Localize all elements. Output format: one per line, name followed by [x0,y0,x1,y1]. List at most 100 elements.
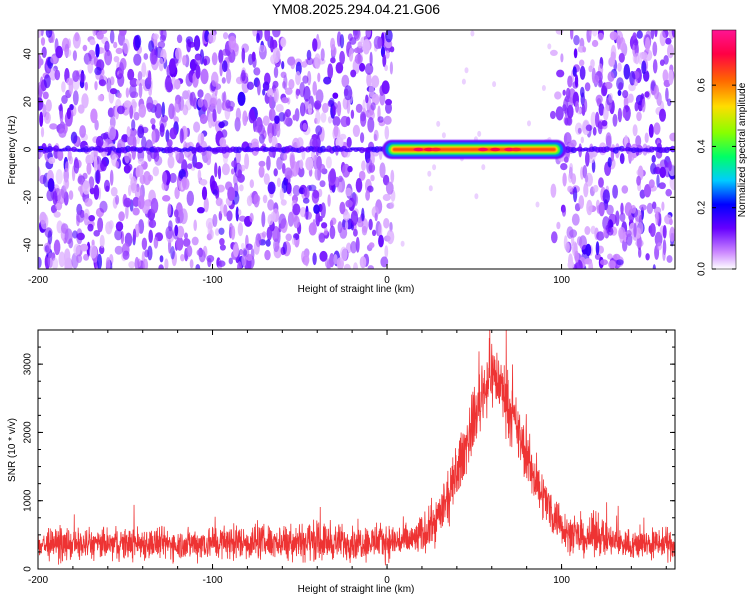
noise-speck [612,253,621,260]
noise-speck [616,35,621,50]
noise-speck [216,98,222,115]
noise-speck [432,164,437,171]
noise-speck [591,39,599,48]
noise-speck [561,206,567,217]
noise-speck [282,241,287,255]
noise-speck [152,166,159,177]
noise-speck [638,247,642,258]
noise-speck [436,120,441,127]
noise-speck [565,87,571,100]
noise-speck [97,253,102,269]
noise-speck [306,57,314,66]
noise-speck [389,221,393,232]
noise-speck [307,70,312,86]
snr-y-tick-label: 3000 [23,353,34,376]
noise-speck [151,130,156,145]
noise-speck [527,120,531,127]
noise-speck [665,188,672,197]
noise-speck [65,161,70,173]
noise-speck [556,69,565,78]
noise-speck [560,53,564,63]
noise-speck [477,130,482,137]
noise-speck [382,54,387,68]
spectrogram-x-tick-label: -100 [203,275,223,286]
noise-speck [374,212,378,222]
noise-speck [384,64,388,72]
noise-speck [134,34,142,49]
noise-speck [299,102,306,117]
noise-speck [312,38,318,52]
colorbar: 0.0 0.2 0.4 0.6 Normalized spectral amplitu… [697,29,748,276]
noise-speck [226,210,233,222]
noise-speck [588,260,594,269]
noise-speck [633,39,639,46]
noise-speck [628,93,634,103]
noise-speck [307,103,313,115]
noise-speck [646,202,654,215]
noise-speck [334,176,340,188]
noise-speck [339,201,346,215]
noise-speck [612,184,618,199]
noise-speck [345,116,351,126]
noise-speck [174,209,179,218]
noise-speck [212,214,218,227]
noise-speck [223,204,228,217]
noise-speck [329,168,337,184]
noise-speck [73,243,81,256]
noise-speck [193,121,201,133]
noise-speck [169,172,177,184]
noise-speck [77,175,86,185]
snr-x-tick-label: 0 [384,575,390,586]
noise-speck [378,223,383,238]
noise-speck [39,111,44,127]
noise-speck [159,255,164,263]
noise-speck [68,155,74,165]
noise-speck [115,221,124,232]
noise-speck [361,218,369,233]
noise-speck [625,230,632,237]
noise-speck [59,121,65,131]
noise-speck [141,136,147,150]
noise-speck [607,253,613,260]
noise-speck [586,199,593,216]
noise-speck [607,157,612,168]
noise-speck [281,60,285,70]
noise-speck [114,245,123,255]
noise-speck [283,153,288,161]
noise-speck [105,257,111,269]
noise-speck [93,184,100,200]
noise-speck [108,124,117,141]
noise-speck [40,30,44,37]
noise-speck [607,71,615,82]
noise-speck [441,132,446,139]
noise-speck [76,232,85,241]
snr-line [38,330,675,566]
noise-speck [623,63,631,80]
noise-speck [295,88,301,96]
noise-speck [185,73,193,87]
noise-speck [174,79,181,90]
noise-speck [320,112,327,123]
noise-speck [148,40,155,52]
noise-speck [230,225,236,240]
noise-speck [617,62,622,72]
noise-speck [202,55,211,66]
noise-speck [179,208,188,225]
noise-speck [135,166,140,178]
noise-speck [193,219,197,232]
noise-speck [200,68,209,85]
noise-speck [662,247,666,262]
noise-speck [358,170,366,181]
spectrogram-x-ticks: -200 -100 0 100 [28,30,570,286]
figure-title: YM08.2025.294.04.21.G06 [272,1,440,17]
noise-speck [312,81,318,96]
noise-speck [162,195,171,202]
signal-peak [504,147,515,152]
noise-speck [45,30,53,38]
noise-speck [354,53,363,65]
noise-speck [289,154,295,170]
noise-speck [386,229,395,245]
noise-speck [89,39,96,46]
noise-speck [207,257,212,268]
noise-speck [562,172,567,187]
